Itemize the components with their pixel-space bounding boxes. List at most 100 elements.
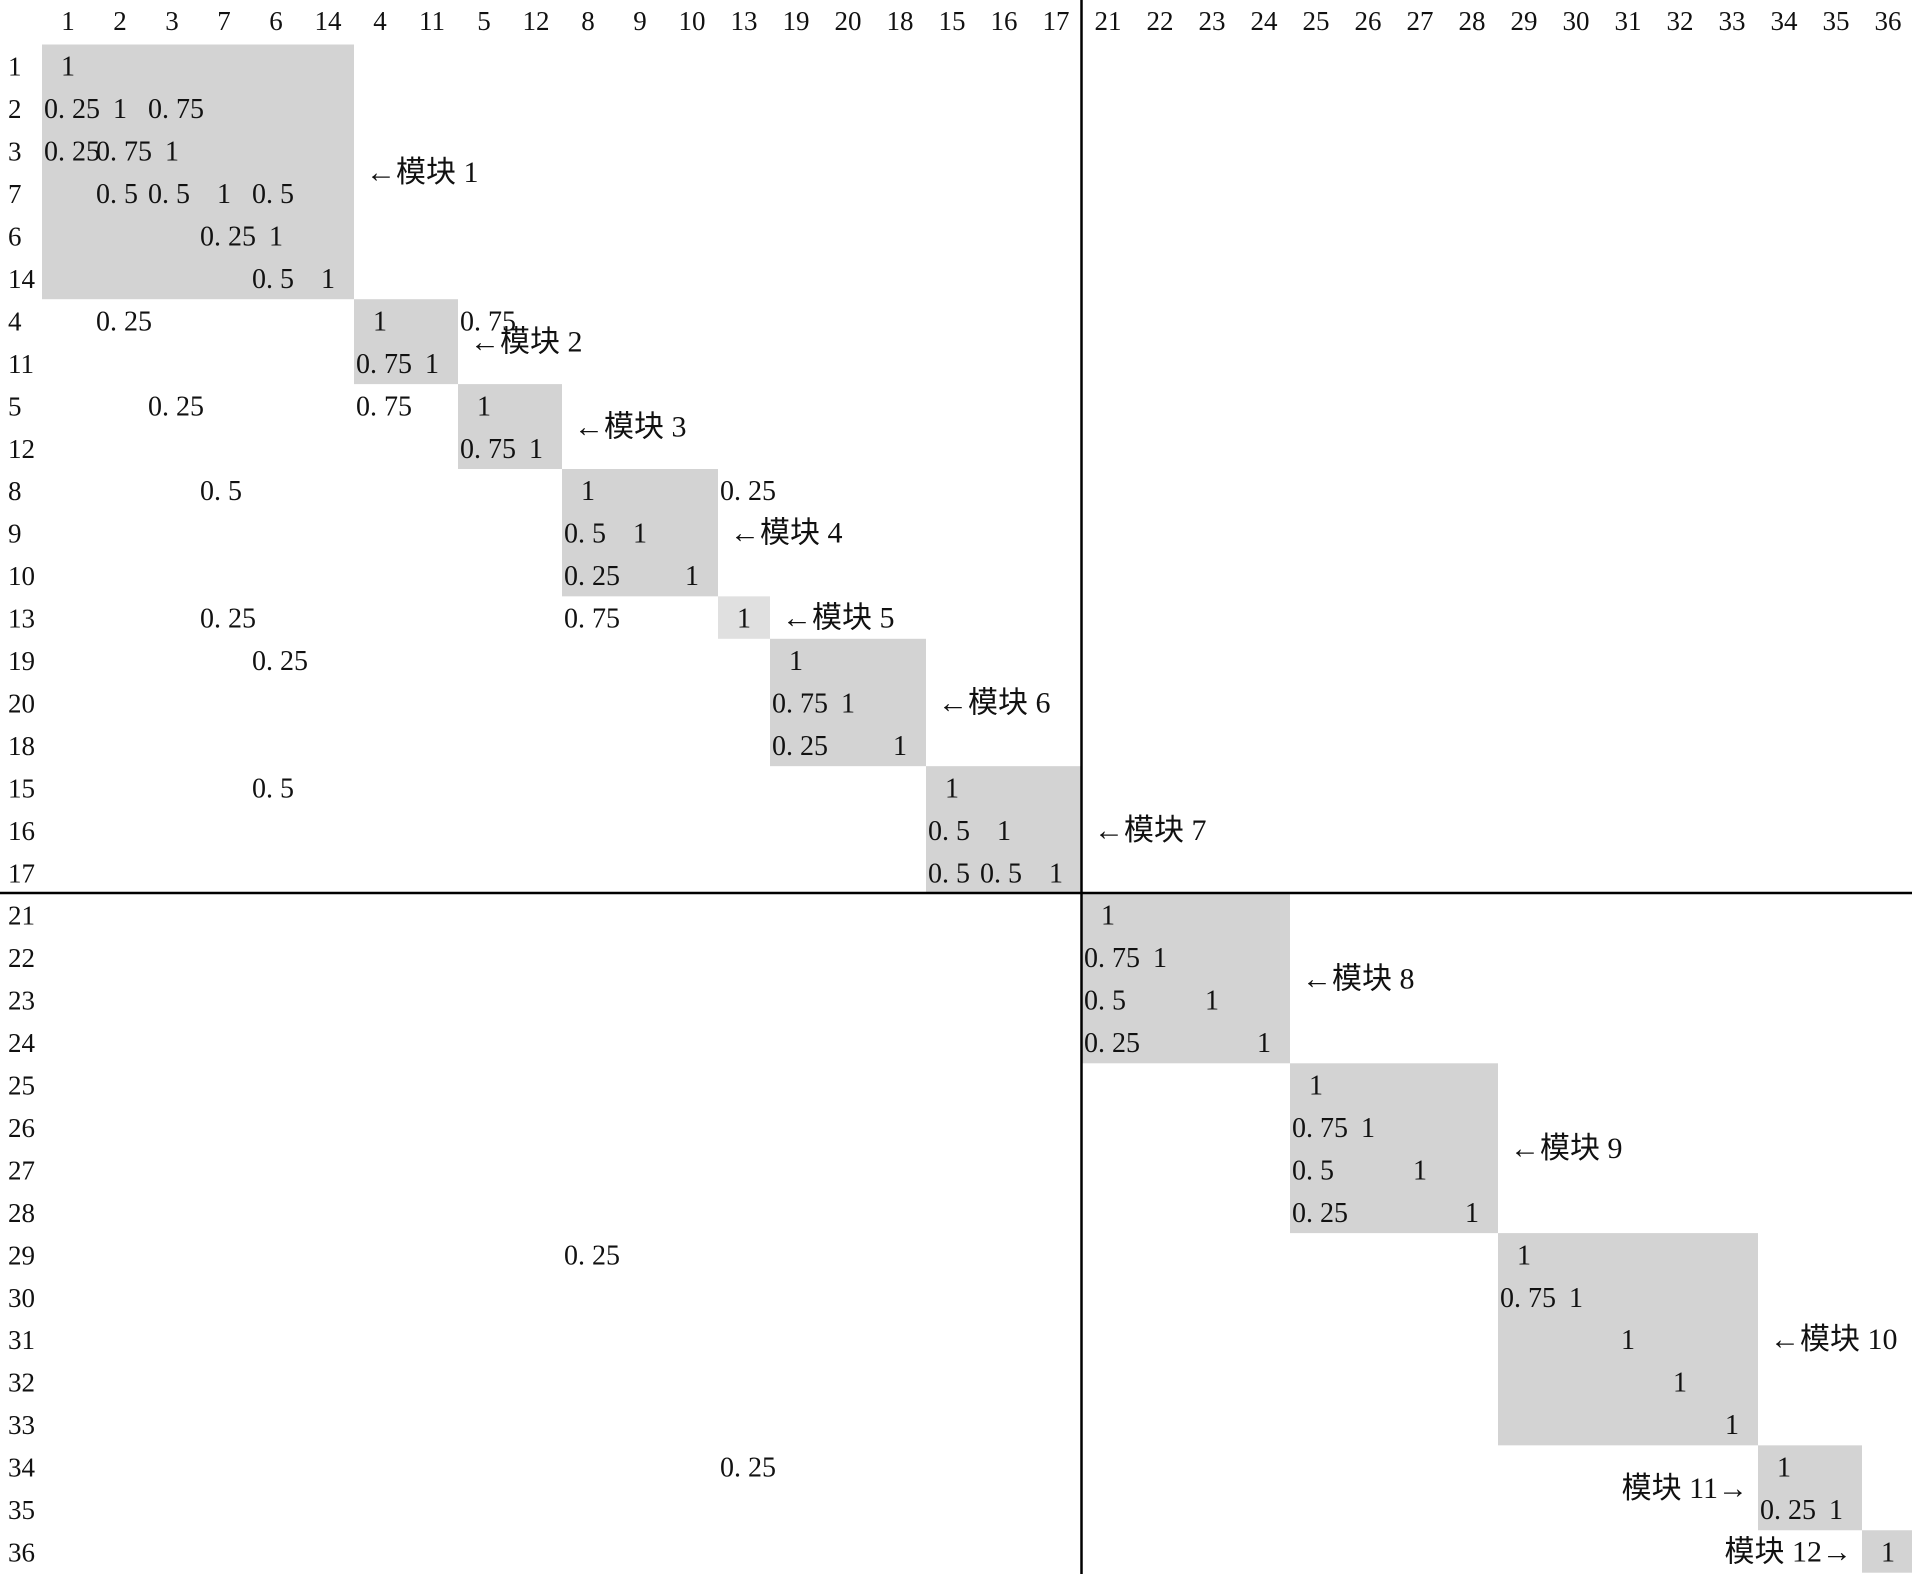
matrix-cell: 0. 25 [200,222,256,253]
row-header: 35 [8,1495,35,1525]
matrix-cell: 1 [113,94,127,125]
matrix-cell: 1 [269,222,283,253]
column-header: 9 [633,6,647,36]
matrix-cell: 0. 25 [720,1453,776,1484]
matrix-cell: 1 [1205,986,1219,1017]
matrix-cell: 0. 25 [772,731,828,762]
column-header: 28 [1459,6,1486,36]
matrix-cell: 1 [789,646,803,677]
column-header: 21 [1095,6,1122,36]
matrix-cell: 1 [425,349,439,380]
row-header: 26 [8,1113,35,1143]
matrix-cell: 1 [373,306,387,337]
row-header: 31 [8,1325,35,1355]
matrix-cell: 1 [1153,943,1167,974]
matrix-cell: 0. 75 [460,306,516,337]
module-label-2: ←模块 2 [470,326,583,359]
column-header: 14 [315,6,343,36]
module-label-4: ←模块 4 [730,517,843,550]
matrix-cell: 1 [165,137,179,168]
matrix-cell: 0. 5 [252,264,294,295]
column-header: 6 [269,6,283,36]
matrix-cell: 0. 25 [720,476,776,507]
row-header: 8 [8,476,22,506]
row-header: 34 [8,1453,36,1483]
matrix-cell: 1 [581,476,595,507]
row-header: 36 [8,1537,35,1567]
row-header: 25 [8,1071,35,1101]
column-header: 30 [1563,6,1590,36]
matrix-cell: 0. 75 [148,94,204,125]
column-headers: 1 2 3 7 6 14 4 11 5 12 8 9 10 13 19 20 18 15 16 17 21 22 23 24 2… [61,6,1901,36]
module-label-1: ←模块 1 [366,156,479,189]
module-block-10 [1498,1233,1758,1446]
row-header: 22 [8,943,35,973]
matrix-cell: 0. 5 [252,773,294,804]
column-header: 16 [991,6,1018,36]
column-header: 27 [1407,6,1434,36]
column-header: 13 [731,6,758,36]
matrix-cell: 0. 25 [200,604,256,635]
matrix-cell: 0. 75 [460,434,516,465]
row-header: 11 [8,349,34,379]
row-header: 1 [8,52,22,82]
column-header: 29 [1511,6,1538,36]
matrix-cell: 0. 25 [564,561,620,592]
matrix-cell: 0. 75 [564,604,620,635]
module-label-3: ←模块 3 [574,411,687,444]
matrix-cell: 0. 5 [564,519,606,550]
column-header: 11 [419,6,445,36]
column-header: 22 [1147,6,1174,36]
matrix-cell: 0. 5 [1084,986,1126,1017]
matrix-cell: 0. 75 [1084,943,1140,974]
matrix-cell: 0. 5 [928,858,970,889]
module-label-5: ←模块 5 [782,602,895,635]
row-header: 9 [8,519,22,549]
row-header: 17 [8,858,35,888]
column-header: 1 [61,6,75,36]
column-header: 32 [1667,6,1694,36]
row-header: 30 [8,1283,35,1313]
column-header: 36 [1875,6,1902,36]
column-header: 18 [887,6,914,36]
matrix-cell: 0. 25 [564,1240,620,1271]
matrix-cell: 0. 25 [148,391,204,422]
column-header: 31 [1615,6,1642,36]
matrix-cell: 0. 5 [980,858,1022,889]
matrix-cell: 0. 5 [252,179,294,210]
column-header: 10 [679,6,706,36]
module-block-4 [562,469,718,597]
row-headers: 1237614411512891013192018151617212223242… [8,52,36,1568]
matrix-cell: 0. 5 [928,816,970,847]
row-header: 23 [8,986,35,1016]
matrix-cell: 0. 75 [1500,1283,1556,1314]
matrix-cell: 0. 75 [96,137,152,168]
module-block-9 [1290,1063,1498,1234]
row-header: 12 [8,434,35,464]
module-block-11 [1758,1445,1862,1531]
row-header: 5 [8,391,22,421]
matrix-cell: 1 [841,688,855,719]
matrix-cell: 0. 5 [1292,1155,1334,1186]
row-header: 27 [8,1155,35,1185]
column-header: 26 [1355,6,1382,36]
matrix-cell: 1 [1465,1198,1479,1229]
matrix-cell: 0. 25 [96,306,152,337]
matrix-cell: 1 [1101,901,1115,932]
column-header: 24 [1251,6,1279,36]
matrix-cell: 1 [1309,1071,1323,1102]
column-header: 3 [165,6,179,36]
row-header: 4 [8,306,22,336]
column-header: 20 [835,6,862,36]
row-header: 16 [8,816,35,846]
row-header: 33 [8,1410,35,1440]
row-header: 28 [8,1198,35,1228]
matrix-cell: 1 [633,519,647,550]
matrix-cell: 1 [477,391,491,422]
matrix-cell: 1 [1777,1453,1791,1484]
column-header: 5 [477,6,491,36]
module-block-5 [718,596,770,639]
column-header: 19 [783,6,810,36]
module-label-12: 模块 12→ [1725,1535,1853,1568]
matrix-cell: 1 [1725,1410,1739,1441]
